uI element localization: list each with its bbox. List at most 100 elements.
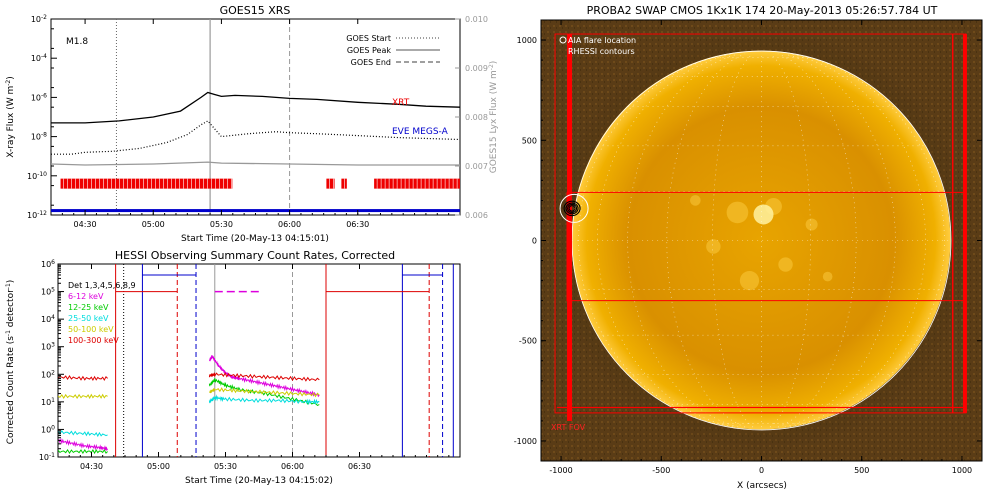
swap-x-tick-label: -500 — [652, 466, 670, 475]
longitude-grid — [789, 53, 926, 428]
swap-panel: PROBA2 SWAP CMOS 1Kx1K 174 20-May-2013 0… — [514, 4, 983, 491]
active-region — [822, 271, 833, 282]
hessi-legend-label: Det 1,3,4,5,6,8,9 — [68, 281, 136, 290]
aia-location-legend-marker — [559, 36, 567, 44]
hessi-y-tick-label: 102 — [41, 369, 55, 379]
hessi-series-6-12 keV — [58, 437, 109, 452]
hessi-series-100-300 keV — [58, 375, 108, 382]
rhessi-contour — [568, 205, 576, 212]
xrt-coverage-bar — [374, 178, 460, 189]
goes-y-tick-label: 10-8 — [31, 132, 47, 142]
rhessi-contour — [567, 203, 578, 214]
goes-axes: 04:30 05:00 05:30 06:00 06:30 10-2 10-4 10-6 10-… — [27, 14, 488, 229]
hessi-x-tick-label: 05:30 — [214, 462, 237, 471]
xrt-fov-edge-inner — [951, 34, 954, 413]
xrt-fov-edge-left — [567, 34, 573, 421]
xrt-fov-bottom — [557, 406, 966, 409]
rhessi-contour — [565, 202, 579, 215]
xrt-fov-edge-right — [962, 34, 967, 413]
active-region — [778, 257, 793, 272]
goes-legend-label: GOES End — [351, 58, 391, 67]
swap-solar-detail — [571, 50, 952, 431]
goes-y-tick-label: 10-4 — [31, 53, 47, 63]
hessi-series-6-12 keV — [208, 355, 320, 398]
goes-x-tick-label: 05:00 — [142, 220, 165, 229]
goes-series — [51, 19, 460, 215]
active-region — [726, 201, 749, 224]
xrt-coverage-bar — [60, 178, 233, 189]
hessi-panel: HESSI Observing Summary Count Rates, Cor… — [5, 249, 461, 486]
swap-y-tick-label: -1000 — [514, 437, 537, 446]
xrt-coverage-fill — [60, 178, 233, 189]
swap-x-tick-label: 1000 — [952, 466, 972, 475]
hessi-series-25-50 keV — [58, 430, 108, 438]
swap-overlays — [554, 33, 967, 421]
hessi-legend-label: 12-25 keV — [68, 303, 109, 312]
active-region — [739, 270, 760, 291]
hessi-title: HESSI Observing Summary Count Rates, Cor… — [115, 249, 395, 262]
goes-ylabel-right: GOES15 Lyx Flux (W m-2) — [488, 61, 499, 174]
hessi-y-tick-label: 105 — [41, 287, 55, 297]
goes-ylabel-left: X-ray Flux (W m-2) — [5, 76, 16, 157]
xrt-fov-label: XRT FOV — [551, 423, 586, 432]
goes-flare-class: M1.8 — [66, 37, 88, 47]
swap-solar-disk — [571, 50, 951, 430]
swap-legend-rhessi: RHESSI contours — [568, 47, 635, 56]
hessi-y-tick-label: 101 — [41, 397, 55, 407]
hessi-axes: 04:30 05:00 05:30 06:00 06:30 106 105 104 103 102… — [39, 259, 461, 471]
hessi-legend-label: 50-100 keV — [68, 325, 114, 334]
goes-xlabel: Start Time (20-May-13 04:15:01) — [181, 234, 329, 244]
rhessi-contour — [563, 200, 581, 217]
goes-series-lya — [51, 161, 460, 166]
swap-x-tick-label: 0 — [759, 466, 764, 475]
hessi-y-tick-label: 104 — [41, 314, 55, 324]
goes-legend: GOES Start GOES Peak GOES End — [346, 34, 440, 67]
limb-outline — [571, 50, 952, 431]
goes-y-right-tick-label: 0.007 — [465, 162, 488, 171]
active-region — [690, 195, 701, 206]
goes-x-tick-label: 06:30 — [346, 220, 369, 229]
goes-eve-label: EVE MEGS-A — [392, 127, 449, 137]
aia-flare-location — [559, 193, 589, 223]
swap-x-tick-label: -1000 — [549, 466, 572, 475]
goes-xrs-panel: GOES15 XRS 04:30 05:00 05:30 06:00 06:30 10-2… — [5, 4, 499, 244]
goes-y-tick-label: 10-2 — [31, 14, 47, 24]
hessi-x-tick-label: 05:00 — [147, 462, 170, 471]
goes-xrt-label: XRT — [392, 98, 410, 108]
goes-y-tick-label: 10-6 — [31, 92, 47, 102]
active-region — [805, 218, 818, 231]
longitude-grid — [793, 53, 945, 428]
swap-title: PROBA2 SWAP CMOS 1Kx1K 174 20-May-2013 0… — [587, 4, 938, 17]
xrt-coverage-bar — [341, 178, 347, 189]
hessi-series-12-25 keV — [58, 448, 108, 455]
goes-x-tick-label: 05:30 — [210, 220, 233, 229]
hessi-x-tick-label: 06:00 — [281, 462, 304, 471]
hessi-y-tick-label: 103 — [41, 342, 55, 352]
hessi-ylabel: Corrected Count Rate (s-1 detector-1) — [5, 280, 16, 445]
bright-kernel — [753, 204, 774, 225]
goes-y-right-tick-label: 0.010 — [465, 15, 488, 24]
hessi-y-tick-label: 10-1 — [39, 452, 55, 462]
hessi-x-tick-label: 06:30 — [348, 462, 371, 471]
goes-y-right-tick-label: 0.008 — [465, 113, 488, 122]
hessi-y-tick-label: 100 — [41, 424, 55, 434]
swap-legend: AIA flare location RHESSI contours — [559, 36, 636, 56]
hessi-series-50-100 keV — [209, 387, 320, 398]
swap-x-tick-label: 500 — [854, 466, 869, 475]
hessi-xlabel: Start Time (20-May-13 04:15:02) — [185, 476, 333, 486]
swap-axes: -1000 -500 0 500 1000 1000 500 0 -500 -1000 — [514, 20, 982, 475]
hessi-series-25-50 keV — [208, 394, 320, 406]
xrt-coverage-fill — [326, 178, 335, 189]
swap-xlabel: X (arcsecs) — [737, 481, 787, 491]
swap-y-tick-label: 1000 — [517, 36, 537, 45]
swap-y-tick-label: 0 — [532, 237, 537, 246]
longitude-grid — [597, 53, 734, 428]
hessi-series-12-25 keV — [208, 378, 320, 406]
swap-y-tick-label: -500 — [519, 337, 537, 346]
hessi-series — [58, 264, 454, 457]
hessi-y-tick-label: 106 — [41, 259, 55, 269]
goes-x-tick-label: 04:30 — [74, 220, 97, 229]
goes-y-tick-label: 10-10 — [27, 171, 47, 181]
hessi-series-100-300 keV — [208, 372, 320, 382]
